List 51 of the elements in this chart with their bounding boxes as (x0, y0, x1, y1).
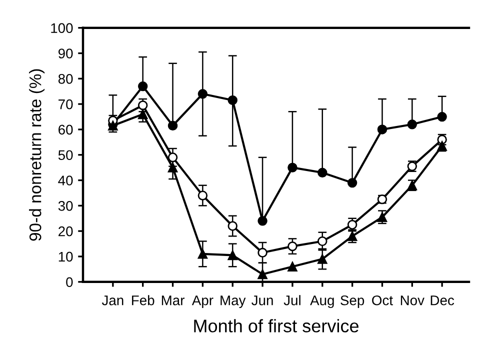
y-axis-title: 90-d nonreturn rate (%) (29, 69, 45, 241)
y-tick-label: 0 (66, 277, 73, 288)
y-tick-label: 70 (58, 99, 73, 110)
point (318, 254, 328, 264)
point (437, 112, 447, 122)
x-tick-label: Feb (132, 295, 154, 306)
point (228, 95, 238, 106)
point (138, 109, 148, 120)
x-tick-label: Jun (252, 296, 273, 306)
y-tick-label: 80 (58, 74, 73, 84)
point (168, 120, 178, 131)
point (228, 221, 238, 231)
x-tick-label: Dec (430, 296, 454, 306)
y-tick-label: 60 (58, 124, 73, 135)
point (168, 162, 178, 172)
x-tick-label: Jul (284, 295, 300, 306)
x-tick-label: Oct (372, 295, 393, 306)
y-tick-label: 30 (58, 201, 73, 211)
point (288, 162, 298, 172)
point (198, 89, 208, 99)
y-tick-label: 10 (58, 252, 73, 262)
point (347, 178, 358, 188)
y-tick-label: 40 (58, 176, 73, 186)
point (198, 249, 208, 259)
point (258, 216, 268, 226)
y-tick-label: 50 (58, 150, 73, 160)
point (288, 262, 298, 272)
x-tick-label: Mar (162, 296, 184, 306)
point (168, 152, 178, 162)
point (377, 212, 388, 222)
point (318, 236, 328, 246)
point (228, 250, 238, 260)
point (258, 248, 268, 258)
y-tick-label: 90 (58, 48, 73, 58)
x-axis-title: Month of first service (194, 319, 358, 332)
point (198, 190, 208, 200)
x-tick-label: Sep (340, 295, 364, 308)
point (138, 81, 148, 92)
point (407, 120, 418, 130)
point (288, 241, 298, 252)
point (318, 168, 328, 178)
y-tick-label: 20 (58, 226, 73, 236)
point (258, 269, 268, 280)
point (377, 124, 388, 134)
x-tick-label: Jan (102, 296, 124, 306)
x-tick-label: Nov (400, 296, 424, 306)
point (437, 141, 447, 151)
y-tick-label: 100 (51, 23, 73, 34)
x-tick-label: Aug (310, 296, 334, 308)
x-tick-label: Apr (192, 296, 214, 308)
x-tick-label: May (220, 296, 246, 308)
